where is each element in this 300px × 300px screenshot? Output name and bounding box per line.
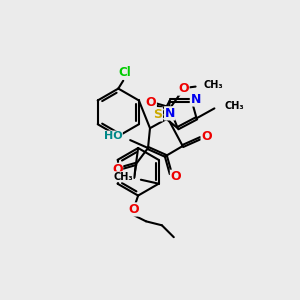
Text: N: N — [165, 107, 175, 120]
Text: O: O — [146, 96, 156, 109]
Text: O: O — [129, 203, 140, 216]
Text: O: O — [178, 82, 189, 95]
Text: CH₃: CH₃ — [224, 101, 244, 111]
Text: S: S — [153, 108, 162, 121]
Text: O: O — [112, 163, 123, 176]
Text: CH₃: CH₃ — [113, 172, 133, 182]
Text: O: O — [170, 170, 181, 183]
Text: Cl: Cl — [119, 66, 132, 79]
Text: HO: HO — [103, 131, 122, 141]
Text: N: N — [190, 93, 201, 106]
Text: CH₃: CH₃ — [203, 80, 223, 90]
Text: O: O — [201, 130, 212, 142]
